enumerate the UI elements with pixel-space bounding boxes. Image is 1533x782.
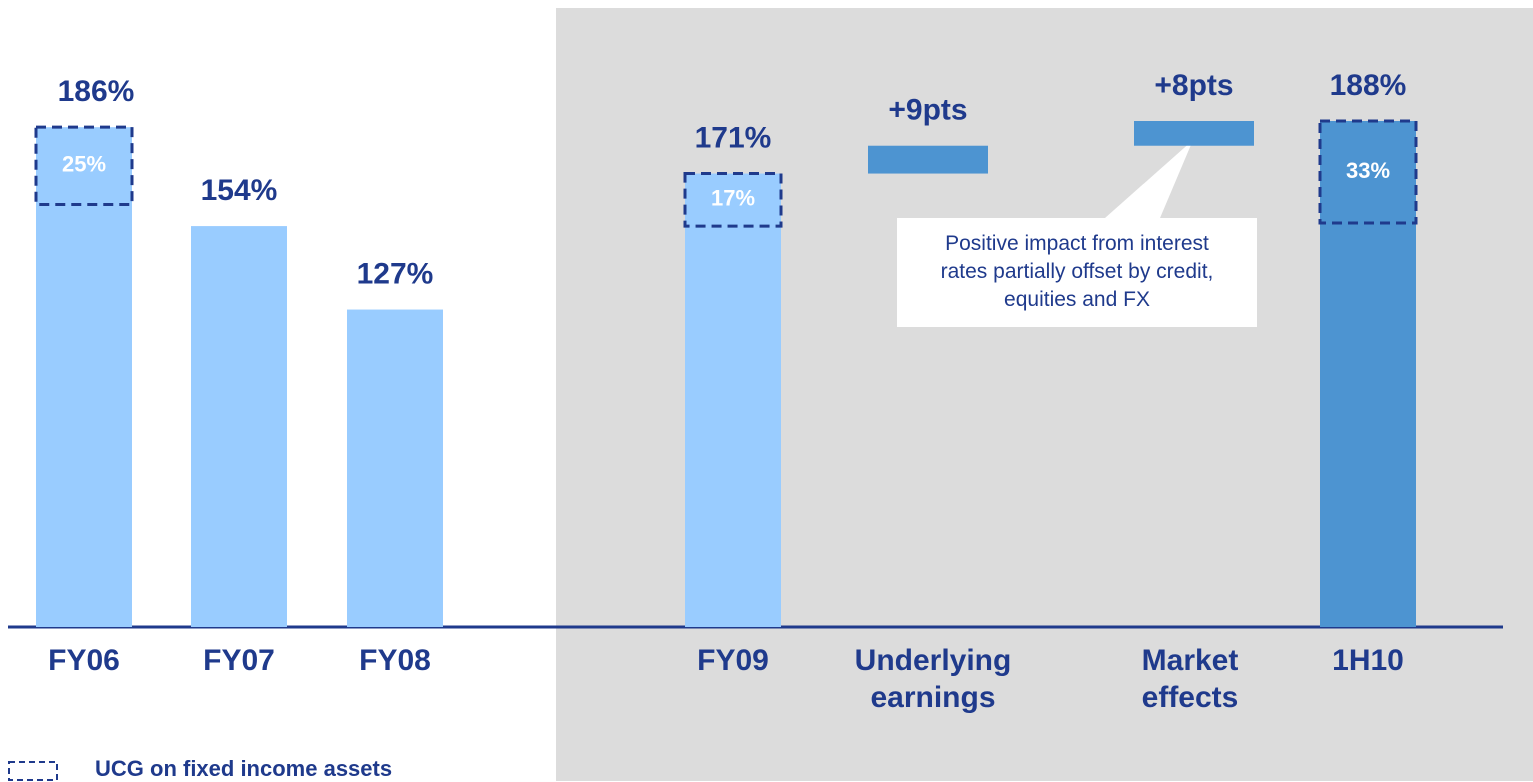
x-tick-label: Underlying earnings [854, 644, 1012, 714]
x-tick-label: FY09 [697, 644, 769, 677]
ucg-label: 33% [1346, 158, 1390, 183]
legend-label: UCG on fixed income assets [95, 756, 393, 781]
bar [347, 309, 443, 627]
callout-pointer [1105, 140, 1193, 218]
ucg-label: 17% [711, 186, 755, 211]
bar [868, 145, 988, 174]
x-tick-label: Market effects [1141, 644, 1239, 714]
value-label: 188% [1330, 69, 1407, 102]
ucg-box [1318, 119, 1418, 225]
x-tick-label: FY06 [48, 644, 120, 677]
bar [1320, 121, 1416, 628]
ucg-box [683, 172, 783, 228]
value-label: +9pts [888, 94, 967, 127]
value-label: 127% [357, 257, 434, 290]
value-label: 171% [695, 121, 772, 154]
bar [1134, 121, 1254, 146]
value-label: 154% [201, 174, 278, 207]
bar [685, 173, 781, 628]
ucg-box [34, 125, 134, 206]
x-tick-label: 1H10 [1332, 644, 1404, 677]
value-label: 186% [58, 75, 135, 108]
value-label: +8pts [1154, 69, 1233, 102]
bar [191, 226, 287, 628]
legend-swatch [8, 761, 58, 781]
x-tick-label: FY07 [203, 644, 275, 677]
annotation: Positive impact from interest rates part… [897, 218, 1257, 327]
x-tick-label: FY08 [359, 644, 431, 677]
bar [36, 127, 132, 627]
ucg-label: 25% [62, 152, 106, 177]
